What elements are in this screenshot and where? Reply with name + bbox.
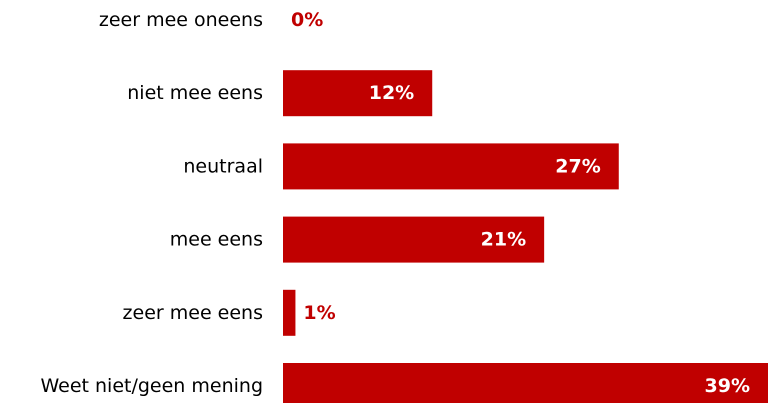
category-label: Weet niet/geen mening [40,375,263,397]
category-label: mee eens [170,229,263,251]
category-label: neutraal [183,155,263,177]
value-label: 39% [705,375,750,397]
bar [283,143,619,190]
bar [283,216,545,263]
bar [283,289,296,336]
value-label: 12% [369,82,414,104]
bar [283,70,433,117]
value-label: 1% [303,302,335,324]
category-label: niet mee eens [127,82,263,104]
value-label: 0% [291,9,323,31]
category-label: zeer mee eens [123,302,263,324]
value-label: 27% [555,155,600,177]
bar [283,363,768,403]
value-label: 21% [481,229,526,251]
category-label: zeer mee oneens [99,9,263,31]
